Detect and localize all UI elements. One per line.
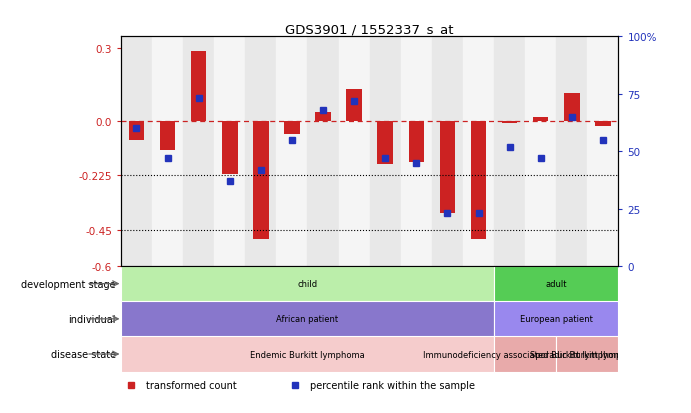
Bar xyxy=(494,266,618,301)
Bar xyxy=(525,37,556,266)
Bar xyxy=(533,118,549,121)
Bar xyxy=(315,113,331,121)
Bar xyxy=(494,37,525,266)
Bar xyxy=(408,121,424,163)
Bar xyxy=(556,37,587,266)
Text: Sporadic Burkitt lymphoma: Sporadic Burkitt lymphoma xyxy=(530,350,645,358)
Bar xyxy=(339,37,370,266)
Bar xyxy=(471,121,486,240)
Text: Immunodeficiency associated Burkitt lymphoma: Immunodeficiency associated Burkitt lymp… xyxy=(423,350,627,358)
Bar xyxy=(284,121,300,135)
Bar xyxy=(587,37,618,266)
Bar xyxy=(494,301,618,337)
Text: African patient: African patient xyxy=(276,315,339,323)
Bar xyxy=(214,37,245,266)
Text: percentile rank within the sample: percentile rank within the sample xyxy=(310,380,475,390)
Bar xyxy=(346,90,362,121)
Bar xyxy=(191,52,207,121)
Bar xyxy=(160,121,176,151)
Text: transformed count: transformed count xyxy=(146,380,236,390)
Text: Endemic Burkitt lymphoma: Endemic Burkitt lymphoma xyxy=(250,350,365,358)
Text: European patient: European patient xyxy=(520,315,593,323)
Bar xyxy=(463,37,494,266)
Bar xyxy=(564,94,580,121)
Text: adult: adult xyxy=(545,280,567,288)
Bar xyxy=(595,121,611,126)
Text: disease state: disease state xyxy=(51,349,116,359)
Bar xyxy=(439,121,455,213)
Bar xyxy=(494,337,556,372)
Bar xyxy=(276,37,307,266)
Text: individual: individual xyxy=(68,314,116,324)
Bar xyxy=(307,37,339,266)
Bar xyxy=(152,37,183,266)
Bar xyxy=(121,37,152,266)
Title: GDS3901 / 1552337_s_at: GDS3901 / 1552337_s_at xyxy=(285,23,454,36)
Bar xyxy=(183,37,214,266)
Text: child: child xyxy=(297,280,318,288)
Bar xyxy=(121,337,494,372)
Bar xyxy=(432,37,463,266)
Text: development stage: development stage xyxy=(21,279,116,289)
Bar xyxy=(121,301,494,337)
Bar xyxy=(370,37,401,266)
Bar xyxy=(401,37,432,266)
Bar xyxy=(129,121,144,141)
Bar xyxy=(556,337,618,372)
Bar xyxy=(245,37,276,266)
Bar xyxy=(121,266,494,301)
Bar xyxy=(502,121,518,124)
Bar xyxy=(377,121,393,165)
Bar xyxy=(222,121,238,175)
Bar xyxy=(253,121,269,240)
